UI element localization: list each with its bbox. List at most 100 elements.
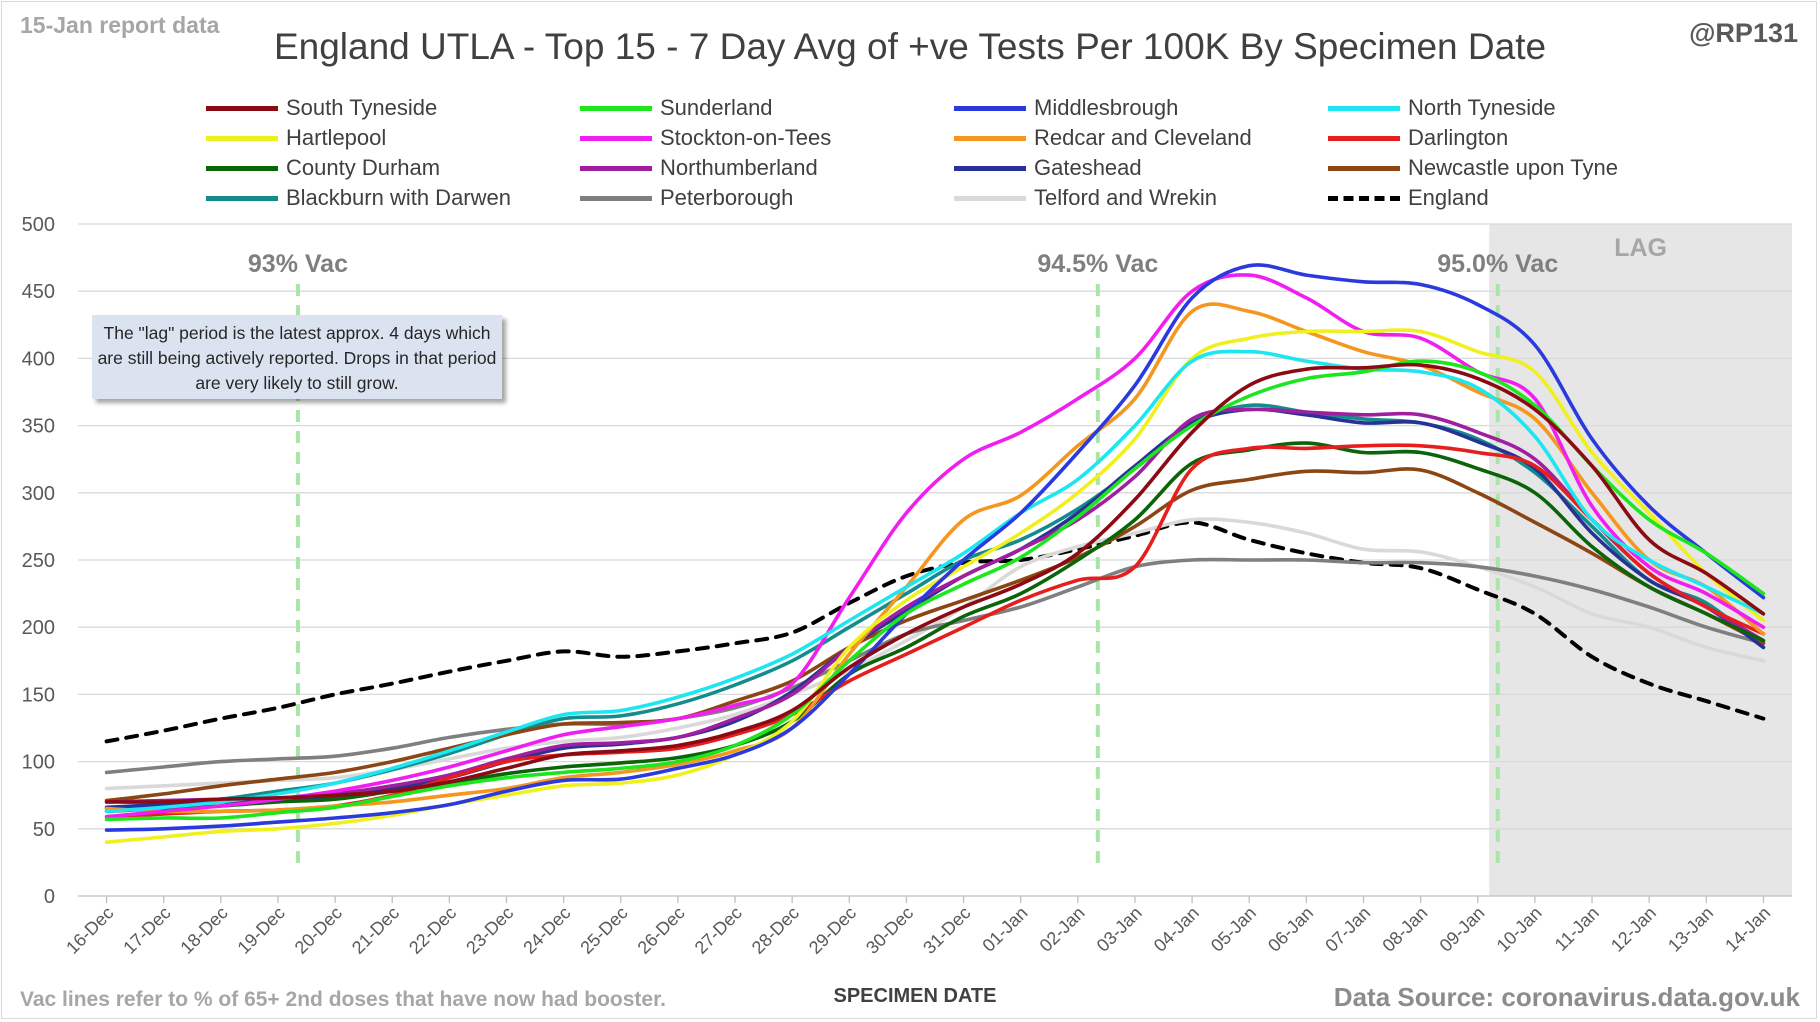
series-line-peterborough: [104, 557, 1766, 775]
legend-label: Telford and Wrekin: [1034, 185, 1218, 210]
author-handle: @RP131: [1689, 18, 1798, 48]
x-tick-label: 29-Dec: [805, 903, 860, 958]
x-tick-label: 23-Dec: [462, 903, 517, 958]
legend-swatch: [954, 195, 1026, 201]
legend-swatch: [1328, 165, 1400, 171]
series-line-north-tyneside: [104, 349, 1766, 814]
legend-item: County Durham: [206, 154, 440, 182]
y-tick-label: 300: [22, 483, 55, 505]
series-line-south-tyneside: [104, 362, 1766, 804]
legend-item: Stockton-on-Tees: [580, 124, 831, 152]
legend-item: Sunderland: [580, 94, 773, 122]
x-tick-label: 31-Dec: [919, 903, 974, 958]
x-tick-label: 12-Jan: [1607, 903, 1660, 956]
y-tick-label: 0: [44, 886, 55, 908]
legend-label: Peterborough: [660, 185, 794, 210]
x-tick-label: 22-Dec: [405, 903, 460, 958]
legend-label: Hartlepool: [286, 125, 387, 150]
legend-item: Telford and Wrekin: [954, 184, 1217, 212]
legend-swatch: [206, 195, 278, 201]
legend-swatch: [1328, 135, 1400, 141]
legend-label: Darlington: [1408, 125, 1509, 150]
legend-swatch: [206, 165, 278, 171]
report-date-tag: 15-Jan report data: [20, 12, 220, 38]
vac-line-label: 95.0% Vac: [1437, 250, 1558, 278]
series-line-england: [104, 520, 1766, 744]
legend-swatch: [580, 135, 652, 141]
chart-title: England UTLA - Top 15 - 7 Day Avg of +ve…: [273, 26, 1547, 67]
legend-label: Middlesbrough: [1034, 95, 1179, 120]
legend-label: North Tyneside: [1408, 95, 1556, 120]
lag-label: LAG: [1614, 234, 1667, 262]
x-tick-label: 14-Jan: [1721, 903, 1774, 956]
series-line-middlesbrough: [104, 263, 1766, 832]
x-tick-label: 09-Jan: [1436, 903, 1489, 956]
x-tick-label: 21-Dec: [348, 903, 403, 958]
legend-item: Gateshead: [954, 154, 1142, 182]
legend-label: Stockton-on-Tees: [660, 125, 832, 150]
x-tick-label: 01-Jan: [978, 903, 1031, 956]
series-layer: [104, 263, 1766, 844]
legend-swatch: [580, 105, 652, 111]
x-tick-label: 06-Jan: [1264, 903, 1317, 956]
lag-note-box: The "lag" period is the latest approx. 4…: [92, 315, 502, 399]
legend-swatch: [1328, 195, 1400, 201]
legend-swatch: [1328, 105, 1400, 111]
x-tick-label: 26-Dec: [634, 903, 689, 958]
x-tick-label: 04-Jan: [1150, 903, 1203, 956]
x-tick-label: 02-Jan: [1036, 903, 1089, 956]
legend-label: Blackburn with Darwen: [286, 185, 511, 210]
legend-swatch: [954, 165, 1026, 171]
legend-swatch: [206, 135, 278, 141]
chart-legend: South Tyneside Sunderland Middlesbrough Nor…: [206, 94, 1736, 214]
legend-label: Northumberland: [660, 155, 818, 180]
vac-line-layer: 93% Vac 94.5% Vac 95.0% Vac: [248, 250, 1558, 871]
legend-item: Northumberland: [580, 154, 818, 182]
legend-item: Middlesbrough: [954, 94, 1178, 122]
legend-swatch: [580, 165, 652, 171]
x-tick-label: 11-Jan: [1551, 903, 1603, 955]
legend-item: Darlington: [1328, 124, 1508, 152]
x-tick-label: 05-Jan: [1207, 903, 1260, 956]
y-tick-label: 250: [22, 550, 55, 572]
series-line-redcar-and-cleveland: [104, 302, 1766, 814]
x-tick-label: 20-Dec: [291, 903, 346, 958]
legend-item: North Tyneside: [1328, 94, 1556, 122]
series-line-northumberland: [104, 407, 1766, 804]
data-source: Data Source: coronavirus.data.gov.uk: [1333, 982, 1800, 1012]
legend-label: County Durham: [286, 155, 441, 180]
y-tick-label: 400: [22, 348, 55, 370]
legend-label: Newcastle upon Tyne: [1408, 155, 1618, 180]
legend-item: Newcastle upon Tyne: [1328, 154, 1618, 182]
series-line-hartlepool: [104, 328, 1766, 844]
vac-line-label: 94.5% Vac: [1037, 250, 1158, 278]
y-tick-label: 150: [22, 684, 55, 706]
x-tick-label: 27-Dec: [691, 903, 746, 958]
series-line-sunderland: [104, 359, 1766, 822]
y-tick-label: 450: [22, 281, 55, 303]
x-tick-label: 03-Jan: [1093, 903, 1146, 956]
series-line-newcastle-upon-tyne: [104, 467, 1766, 803]
y-tick-label: 200: [22, 617, 55, 639]
series-line-stockton-on-tees: [104, 273, 1766, 819]
legend-swatch: [206, 105, 278, 111]
legend-item: South Tyneside: [206, 94, 437, 122]
legend-item: Peterborough: [580, 184, 793, 212]
y-tick-label: 100: [22, 752, 55, 774]
legend-item: England: [1328, 184, 1489, 212]
legend-label: Sunderland: [660, 95, 773, 120]
legend-item: Redcar and Cleveland: [954, 124, 1252, 152]
x-tick-label: 28-Dec: [748, 903, 803, 958]
vac-line-label: 93% Vac: [248, 250, 348, 278]
x-axis-title: SPECIMEN DATE: [833, 985, 997, 1007]
x-tick-label: 10-Jan: [1493, 903, 1546, 956]
legend-label: Gateshead: [1034, 155, 1142, 180]
legend-swatch: [954, 135, 1026, 141]
legend-label: Redcar and Cleveland: [1034, 125, 1252, 150]
x-tick-label: 08-Jan: [1378, 903, 1431, 956]
legend-label: South Tyneside: [286, 95, 438, 120]
x-tick-label: 25-Dec: [576, 903, 631, 958]
legend-item: Hartlepool: [206, 124, 386, 152]
